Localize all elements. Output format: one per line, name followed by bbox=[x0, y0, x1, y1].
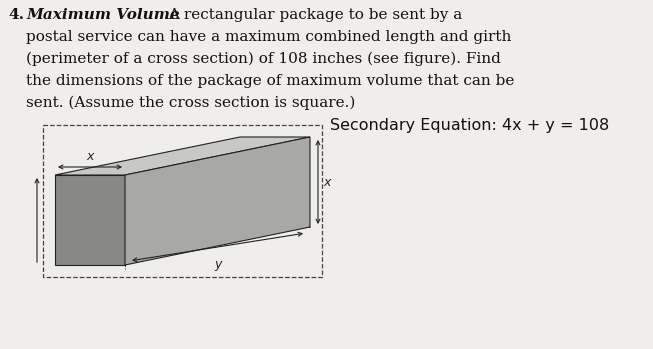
Text: the dimensions of the package of maximum volume that can be: the dimensions of the package of maximum… bbox=[26, 74, 515, 88]
Text: Secondary Equation: 4x + y = 108: Secondary Equation: 4x + y = 108 bbox=[330, 118, 609, 133]
Text: y: y bbox=[214, 258, 221, 271]
Polygon shape bbox=[55, 137, 310, 175]
Text: x: x bbox=[323, 176, 330, 188]
Text: 4.: 4. bbox=[8, 8, 24, 22]
Text: Maximum Volume: Maximum Volume bbox=[26, 8, 180, 22]
Text: A rectangular package to be sent by a: A rectangular package to be sent by a bbox=[168, 8, 462, 22]
Polygon shape bbox=[55, 175, 125, 265]
Text: (perimeter of a cross section) of 108 inches (see figure). Find: (perimeter of a cross section) of 108 in… bbox=[26, 52, 501, 66]
Text: sent. (Assume the cross section is square.): sent. (Assume the cross section is squar… bbox=[26, 96, 355, 110]
Text: postal service can have a maximum combined length and girth: postal service can have a maximum combin… bbox=[26, 30, 511, 44]
Text: x: x bbox=[86, 150, 93, 163]
Polygon shape bbox=[125, 137, 310, 265]
